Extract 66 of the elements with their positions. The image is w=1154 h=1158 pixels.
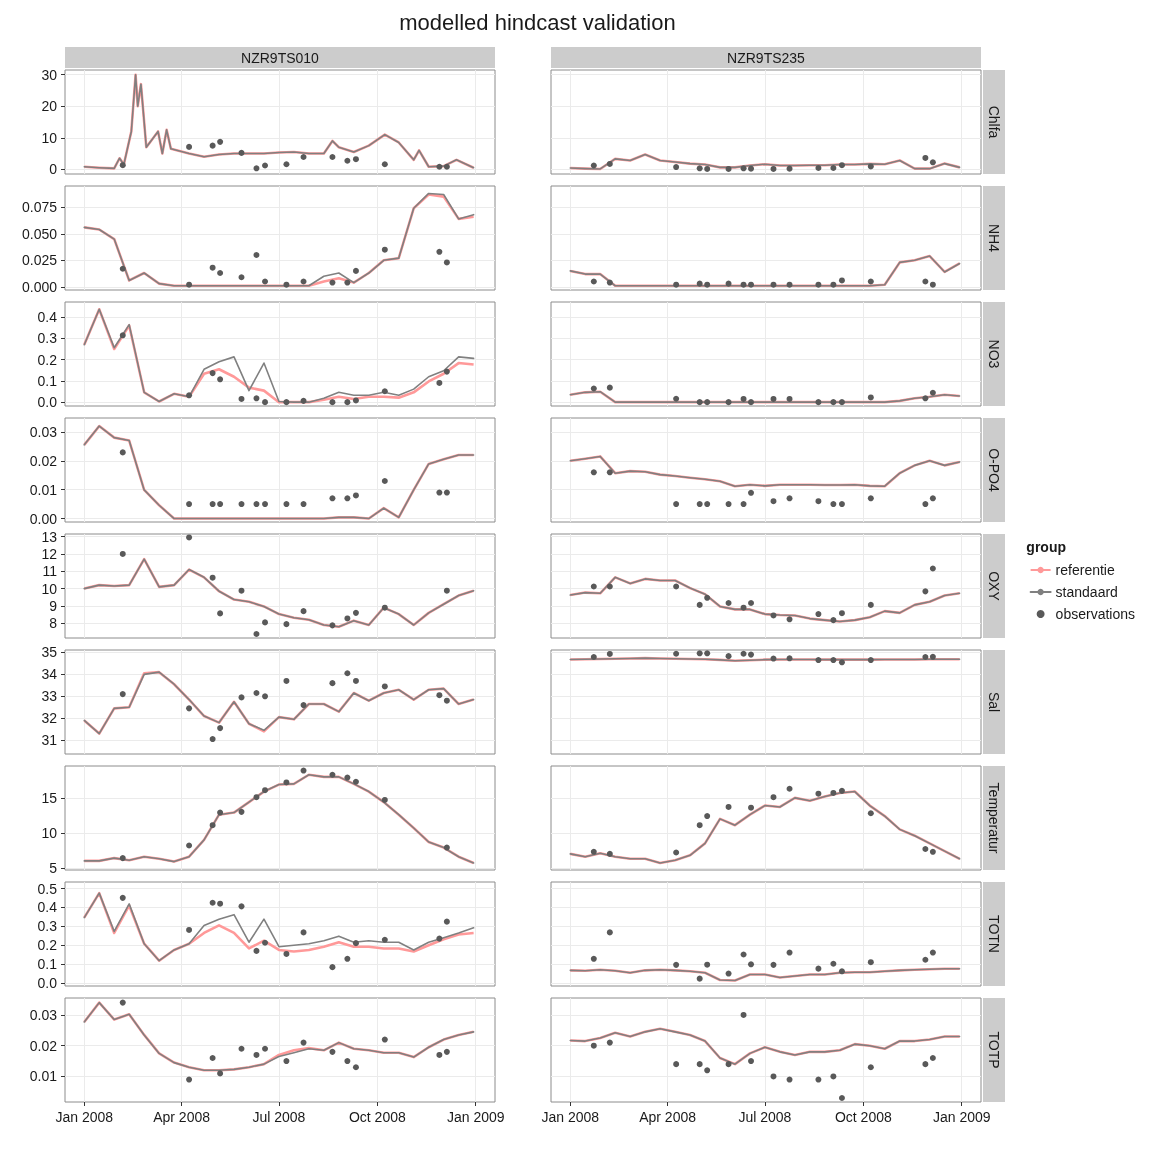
y-tick-label: 9 bbox=[49, 597, 58, 614]
x-tick-label: Jan 2008 bbox=[55, 1109, 114, 1125]
y-tick-label: 33 bbox=[41, 688, 58, 705]
y-tick-label: 0.2 bbox=[37, 351, 58, 368]
x-tick-label: Oct 2008 bbox=[834, 1109, 892, 1125]
x-tick-label: Jan 2009 bbox=[446, 1109, 505, 1125]
y-tick-label: 0.00 bbox=[29, 510, 58, 527]
y-tick-label: 0.0 bbox=[37, 974, 58, 991]
y-tick-label: 31 bbox=[41, 732, 58, 749]
y-tick-label: 0.2 bbox=[37, 937, 58, 954]
y-tick-label: 0.4 bbox=[37, 308, 58, 325]
y-tick-label: 0.000 bbox=[21, 278, 58, 295]
y2-axis-title: Temperatur bbox=[986, 782, 1002, 854]
y-tick-label: 32 bbox=[41, 710, 58, 727]
y-tick-label: 11 bbox=[42, 563, 58, 580]
y-tick-label: 35 bbox=[41, 644, 58, 661]
x-tick-label: Apr 2008 bbox=[153, 1109, 211, 1125]
y-tick-label: 15 bbox=[41, 789, 58, 806]
y-tick-label: 0.0 bbox=[37, 394, 58, 411]
y-tick-label: 0.1 bbox=[37, 373, 58, 390]
legend-label: referentie bbox=[1055, 562, 1115, 578]
y-tick-label: 0.5 bbox=[37, 880, 58, 897]
y-tick-label: 0.01 bbox=[29, 1068, 58, 1085]
y-tick-label: 10 bbox=[41, 824, 58, 841]
y-tick-label: 0.025 bbox=[21, 252, 58, 269]
y-tick-label: 13 bbox=[41, 528, 58, 545]
y2-axis-title: Chlfa bbox=[986, 105, 1002, 139]
chart-title: modelled hindcast validation bbox=[398, 10, 677, 36]
legend-label: observations bbox=[1055, 606, 1136, 622]
y-tick-label: 0.1 bbox=[37, 956, 58, 973]
y2-axis-title: O-PO4 bbox=[986, 448, 1002, 492]
y-tick-label: 0.01 bbox=[29, 481, 58, 498]
chart-subtitle: NZR9TS010 bbox=[241, 49, 320, 66]
y2-axis-title: TOTN bbox=[986, 915, 1002, 953]
x-tick-label: Apr 2008 bbox=[639, 1109, 697, 1125]
legend-title: group bbox=[1026, 539, 1066, 555]
y-tick-label: 34 bbox=[41, 666, 58, 683]
y2-axis-title: OXY bbox=[986, 571, 1002, 602]
y-tick-label: 0.02 bbox=[29, 1037, 58, 1054]
y-tick-label: 12 bbox=[41, 545, 58, 562]
x-tick-label: Jul 2008 bbox=[252, 1109, 306, 1125]
y2-axis-title: NH4 bbox=[986, 223, 1002, 253]
y-tick-label: 20 bbox=[41, 98, 58, 115]
y2-axis-title: Sal bbox=[986, 691, 1002, 713]
legend-label: standaard bbox=[1055, 584, 1118, 600]
y-tick-label: 0.4 bbox=[37, 899, 58, 916]
y-tick-label: 30 bbox=[41, 66, 58, 83]
y-tick-label: 5 bbox=[49, 859, 58, 876]
y-tick-label: 0.03 bbox=[29, 423, 58, 440]
y-tick-label: 0.050 bbox=[21, 225, 58, 242]
y2-axis-title: TOTP bbox=[986, 1031, 1002, 1069]
y-tick-label: 0.03 bbox=[29, 1006, 58, 1023]
y-tick-label: 10 bbox=[41, 580, 58, 597]
y2-axis-title: NO3 bbox=[986, 339, 1002, 369]
y-tick-label: 0.3 bbox=[37, 918, 58, 935]
x-tick-label: Jan 2008 bbox=[541, 1109, 600, 1125]
x-tick-label: Oct 2008 bbox=[348, 1109, 406, 1125]
y-tick-label: 0 bbox=[49, 161, 58, 178]
y-tick-label: 0.075 bbox=[21, 199, 58, 216]
y-tick-label: 0.3 bbox=[37, 330, 58, 347]
chart-subtitle: NZR9TS235 bbox=[727, 49, 806, 66]
x-tick-label: Jul 2008 bbox=[738, 1109, 792, 1125]
y-tick-label: 0.02 bbox=[29, 452, 58, 469]
x-tick-label: Jan 2009 bbox=[932, 1109, 991, 1125]
y-tick-label: 8 bbox=[49, 615, 58, 632]
y-tick-label: 10 bbox=[41, 129, 58, 146]
